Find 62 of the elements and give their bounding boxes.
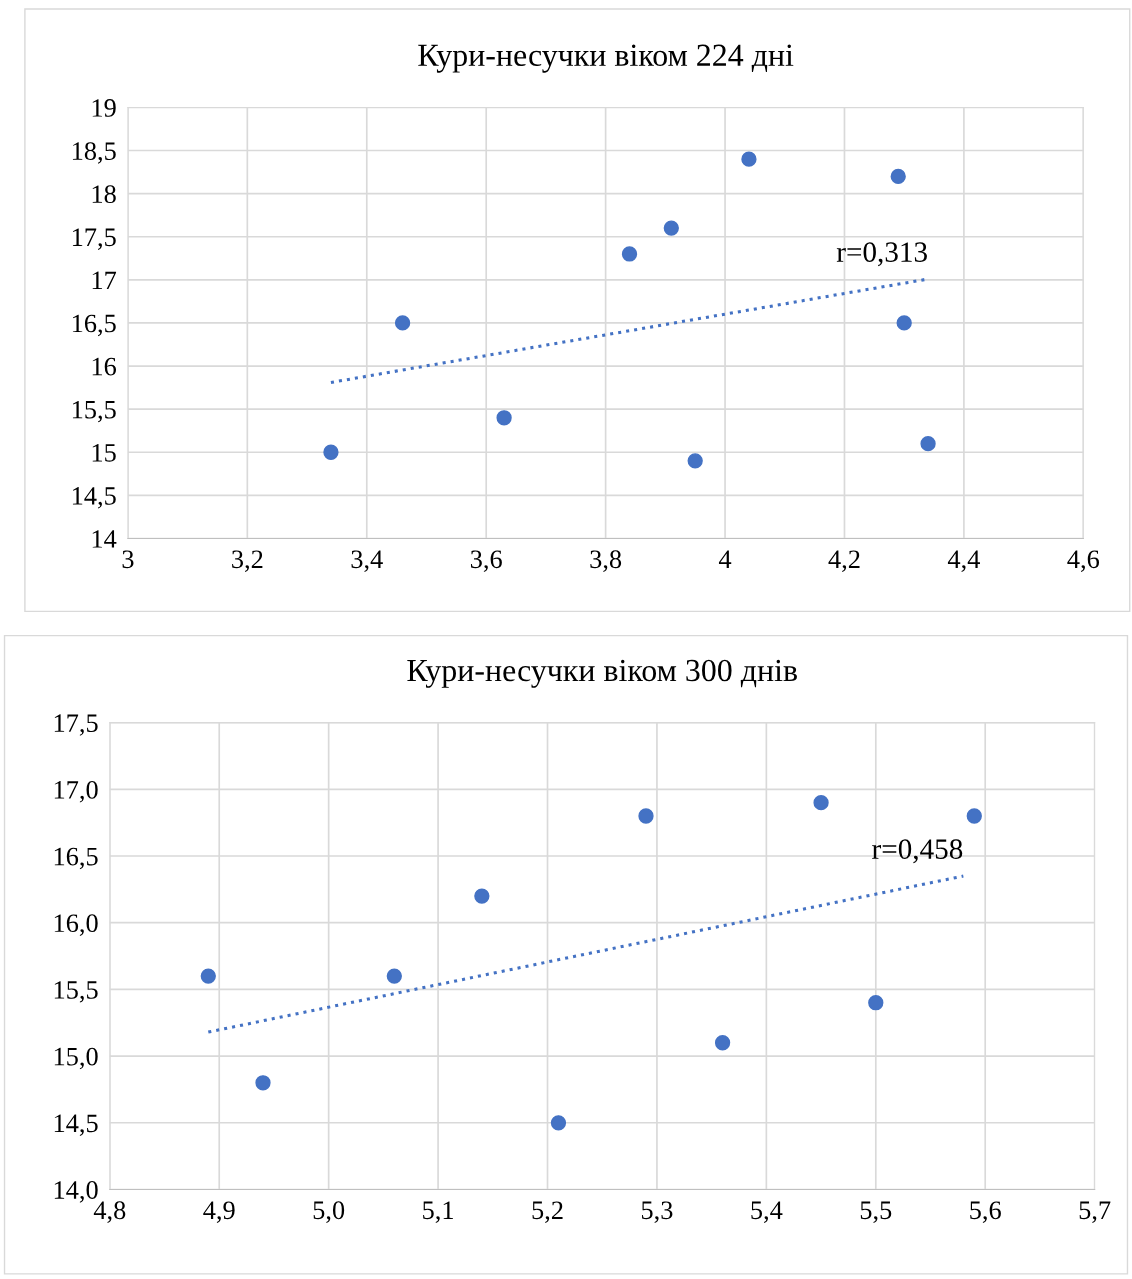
point (966, 808, 982, 824)
x-tick-label: 3 (122, 550, 134, 569)
point (663, 220, 679, 236)
y-tick-label: 17 (92, 271, 117, 289)
point (896, 315, 912, 331)
x-tick-label: 4,4 (947, 550, 980, 572)
x-tick-label: 5,5 (860, 1201, 892, 1223)
point (868, 995, 884, 1011)
y-tick-label: 17,0 (54, 780, 98, 803)
y-tick-label: 14,5 (72, 487, 116, 509)
point (200, 968, 216, 984)
annotation: r=0,313 (836, 242, 927, 267)
y-tick-label: 15,5 (54, 981, 98, 1003)
x-tick-label: 4,2 (828, 550, 860, 572)
x-tick-label: 5,7 (1079, 1201, 1111, 1223)
x-tick-label: 5,6 (970, 1201, 1001, 1223)
x-tick-label: 4,8 (93, 1201, 126, 1223)
point (474, 888, 490, 904)
x-tick-label: 5,0 (313, 1201, 345, 1223)
point (741, 151, 757, 167)
point (496, 410, 512, 426)
point (920, 435, 936, 452)
point (714, 1035, 731, 1051)
y-tick-label: 16,0 (54, 914, 98, 936)
x-tick-label: 5,1 (423, 1201, 453, 1223)
y-tick-label: 15 (92, 443, 116, 462)
annotation: r=0,458 (872, 839, 963, 864)
y-tick-label: 15,5 (72, 400, 116, 423)
x-tick-label: 5,2 (532, 1201, 563, 1223)
point (687, 453, 703, 469)
point (394, 315, 411, 331)
x-tick-label: 5,4 (751, 1201, 783, 1223)
y-tick-label: 18 (92, 185, 116, 204)
chart-title: Кури-несучки віком 300 днів (407, 659, 797, 688)
point (386, 968, 402, 984)
point (621, 246, 638, 262)
point (255, 1075, 271, 1091)
y-tick-label: 15,0 (54, 1047, 98, 1070)
y-tick-label: 14,0 (54, 1181, 98, 1203)
y-tick-label: 16,5 (54, 847, 98, 870)
y-tick-label: 16,5 (72, 314, 116, 337)
x-tick-label: 5,3 (641, 1201, 673, 1223)
y-tick-label: 14 (92, 530, 117, 548)
x-tick-label: 4,9 (203, 1201, 235, 1223)
y-tick-label: 19 (92, 99, 116, 117)
point (813, 795, 829, 811)
x-tick-label: 3,2 (232, 550, 263, 572)
point (638, 808, 654, 824)
point (323, 444, 339, 460)
y-tick-label: 17,5 (54, 714, 98, 736)
y-tick-label: 18,5 (72, 142, 116, 164)
y-tick-label: 17,5 (72, 228, 116, 250)
x-tick-label: 4,6 (1067, 550, 1100, 572)
point (890, 168, 906, 185)
point (550, 1115, 567, 1131)
y-tick-label: 14,5 (54, 1114, 98, 1136)
x-tick-label: 4 (718, 550, 732, 568)
x-tick-label: 3,6 (470, 550, 502, 572)
x-tick-label: 3,8 (590, 550, 622, 572)
x-tick-label: 3,4 (351, 550, 383, 572)
y-tick-label: 16 (92, 357, 117, 376)
chart-title: Кури-несучки віком 224 дні (418, 44, 794, 73)
